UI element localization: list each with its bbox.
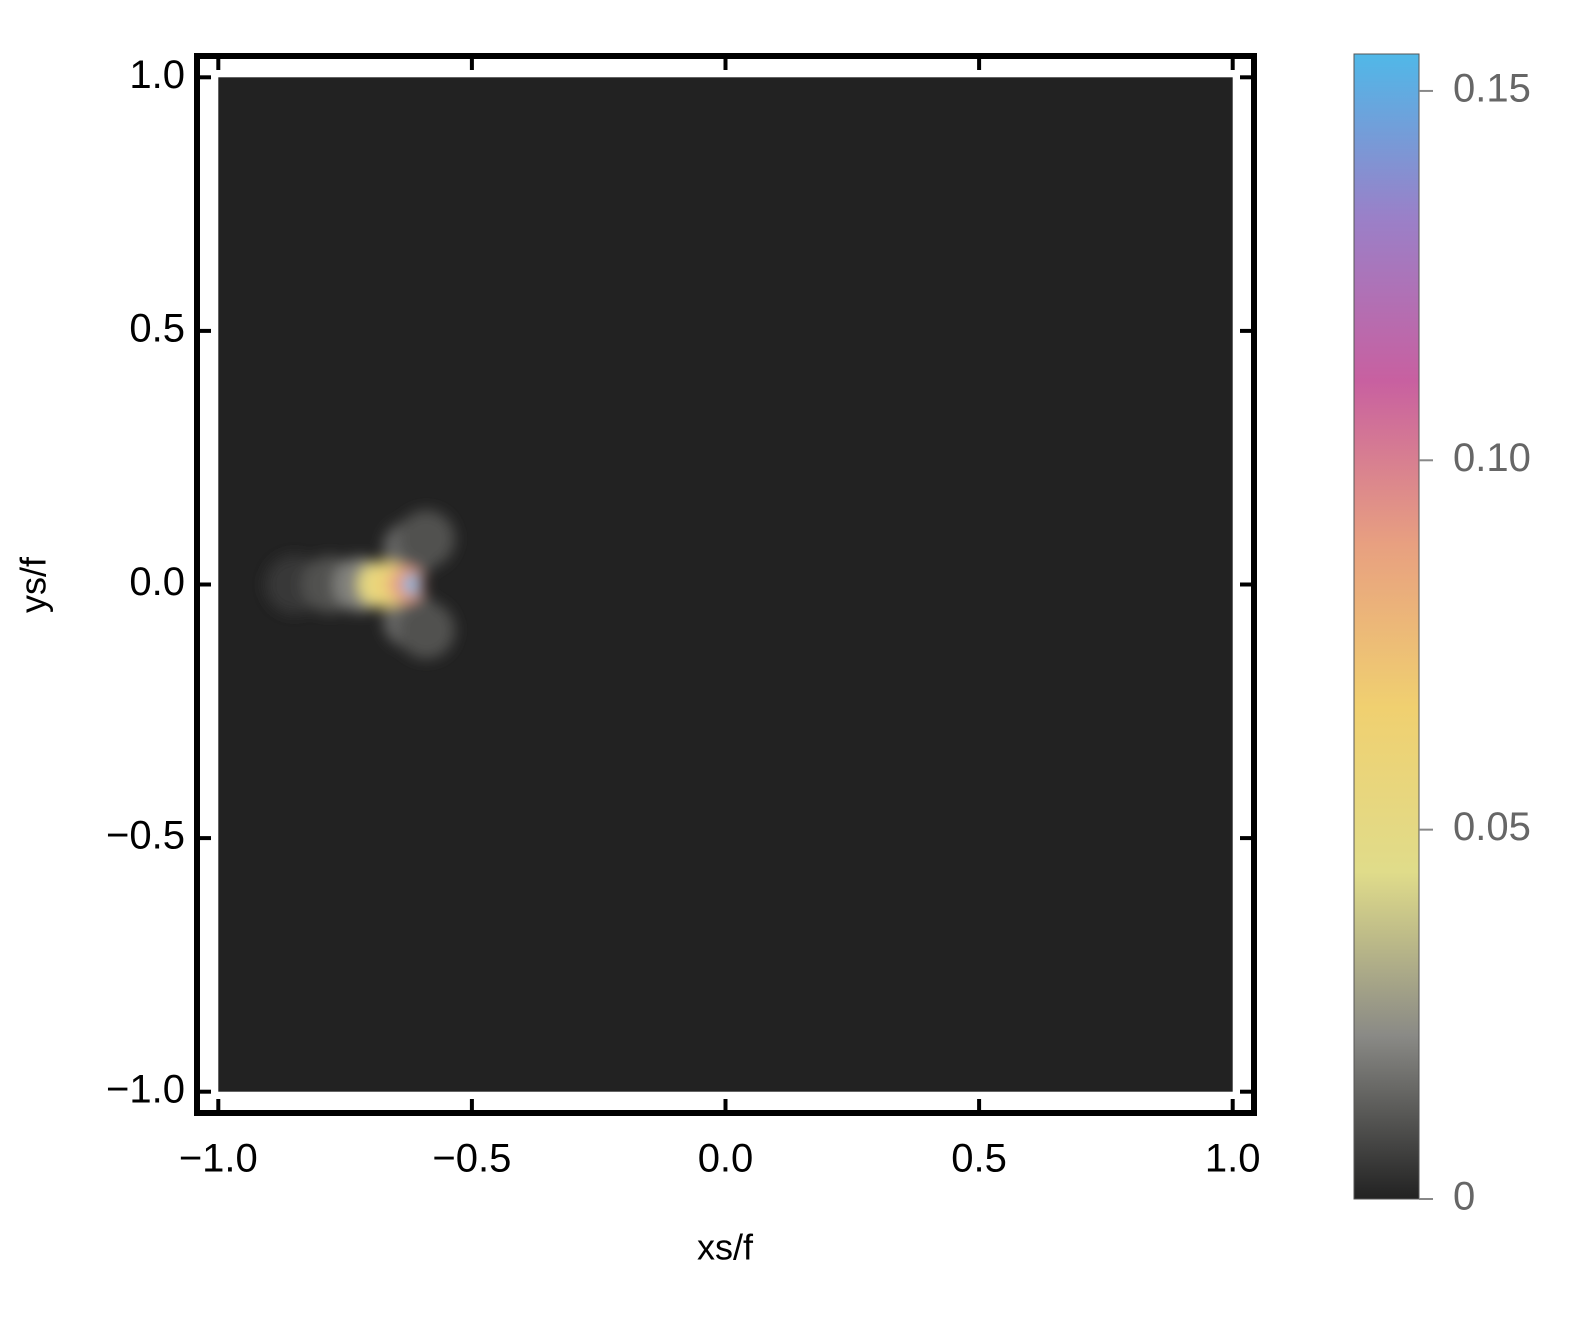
colorbar-tick-label: 0.15 [1453,66,1531,110]
colorbar-tick-label: 0.05 [1453,805,1531,849]
y-tick-label: −1.0 [106,1067,185,1111]
x-tick-label: 0.5 [951,1137,1007,1181]
y-tick-label: 0.0 [129,560,185,604]
colorbar-tick-label: 0.10 [1453,436,1531,480]
x-axis-label: xs/f [697,1227,754,1268]
y-tick-label: 0.5 [129,306,185,350]
x-tick-label: −0.5 [432,1137,511,1181]
density-spot [403,576,420,593]
colorbar-tick-label: 0 [1453,1175,1475,1219]
density-spot [397,510,455,568]
y-tick-label: −0.5 [106,814,185,858]
colorbar [1353,53,1420,1200]
density-layer [265,510,455,659]
y-axis-label: ys/f [13,556,54,613]
x-tick-label: 1.0 [1205,1137,1261,1181]
x-tick-label: −1.0 [179,1137,258,1181]
density-spot [397,601,455,659]
x-tick-label: 0.0 [698,1137,754,1181]
y-tick-label: 1.0 [129,53,185,97]
